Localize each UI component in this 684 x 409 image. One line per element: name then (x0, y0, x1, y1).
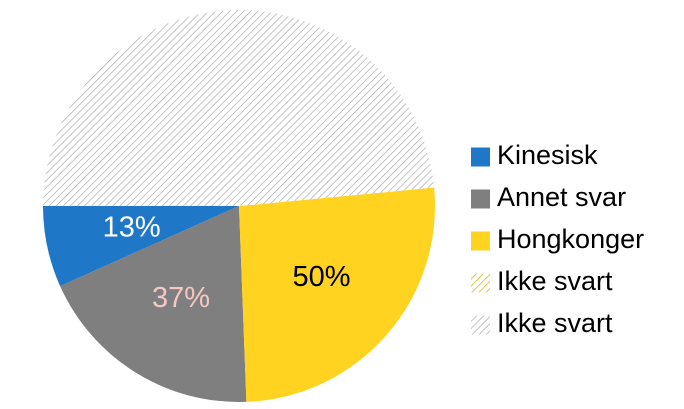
legend-label: Hongkonger (497, 224, 644, 254)
legend-label: Kinesisk (497, 140, 598, 170)
legend-item-hongkonger-2: Hongkonger (471, 224, 644, 254)
legend-label: Ikke svart (497, 308, 613, 338)
pie-slice-kinesisk-0 (43, 206, 239, 287)
pie-slice-annet-svar-1 (60, 206, 247, 402)
legend-item-kinesisk-0: Kinesisk (471, 140, 598, 170)
legend-item-ikke-svart-3: Ikke svart (471, 266, 613, 296)
pie-slice-labels: 13% 37% 50% (103, 212, 351, 314)
legend-swatch (471, 231, 490, 251)
legend-item-ikke-svart-4: Ikke svart (471, 308, 613, 338)
legend-swatch (471, 189, 490, 209)
slice-label-annet-svar: 37% (152, 282, 210, 314)
legend-swatch (471, 315, 490, 335)
legend-swatch (471, 273, 490, 293)
pie-slices (43, 9, 435, 402)
legend-label: Ikke svart (497, 266, 613, 296)
slice-label-hongkonger: 50% (293, 261, 351, 293)
pie-slice-ikke-svart-4 (43, 9, 435, 206)
legend-swatch (471, 147, 490, 167)
legend: Kinesisk Annet svar Hongkonger Ikke svart Ik… (471, 140, 644, 338)
pie-slice-hongkonger-2 (239, 187, 435, 402)
legend-label: Annet svar (497, 182, 626, 212)
slice-label-kinesisk: 13% (103, 212, 161, 244)
legend-item-annet-svar-1: Annet svar (471, 182, 626, 212)
